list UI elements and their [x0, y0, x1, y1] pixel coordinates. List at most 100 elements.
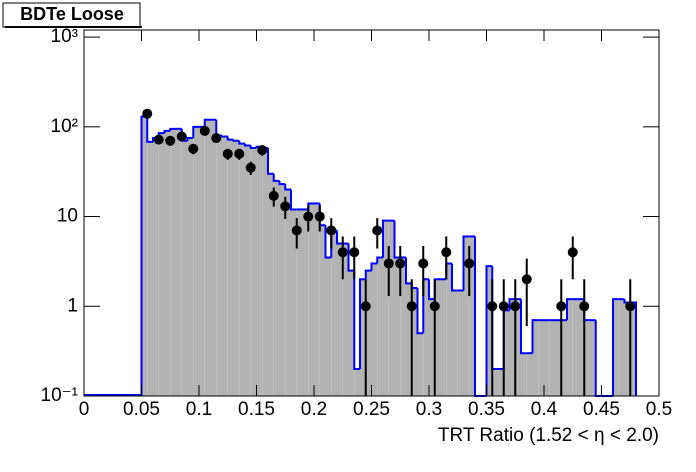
histogram-outline [359, 278, 366, 369]
data-point [567, 247, 578, 258]
data-point [326, 225, 337, 236]
data-point [406, 301, 417, 312]
histogram-bar [331, 230, 337, 396]
histogram-bar [526, 353, 533, 396]
histogram-outline [284, 184, 291, 191]
histogram-bar [170, 128, 176, 396]
histogram-outline [163, 129, 171, 134]
histogram-outline [347, 243, 355, 272]
data-point [222, 148, 233, 159]
histogram-bar [360, 279, 366, 396]
histogram-bar [256, 146, 263, 396]
histogram-bar [319, 225, 326, 396]
y-tick-label: 10³ [51, 26, 78, 47]
y-tick-label: 1 [67, 295, 78, 316]
histogram-bar [452, 290, 458, 396]
data-point [165, 135, 176, 146]
x-tick-label: 0.3 [416, 399, 442, 420]
histogram-bar [291, 209, 297, 396]
x-tick-label: 0.35 [468, 399, 505, 420]
data-point [579, 301, 590, 312]
histogram-outline [290, 189, 297, 211]
histogram-bar [193, 126, 199, 396]
x-tick-label: 0.45 [583, 399, 620, 420]
histogram-bar [446, 263, 452, 396]
x-tick-label: 0.15 [238, 399, 275, 420]
histogram-bar [285, 189, 291, 396]
histogram-bar [354, 368, 360, 396]
histogram-bar [153, 138, 159, 396]
chart-title: BDTe Loose [20, 4, 124, 24]
data-point [188, 143, 199, 154]
data-point [303, 211, 314, 222]
y-tick-label: 10⁻¹ [41, 385, 79, 406]
histogram-bar [199, 126, 205, 396]
histogram-bar [515, 299, 521, 396]
histogram-outline [336, 230, 343, 245]
histogram-outline [531, 319, 539, 354]
histogram-bar [434, 279, 441, 396]
histogram-outline [278, 180, 286, 186]
data-point [556, 301, 567, 312]
histogram-bar [440, 279, 447, 396]
histogram-bar [302, 209, 309, 396]
histogram-bar [561, 320, 567, 396]
title-box-shadow [5, 26, 142, 28]
histogram-outline [393, 220, 401, 259]
histogram-bar [216, 135, 222, 396]
histogram-bar [325, 257, 332, 396]
histogram-bar [423, 279, 429, 396]
histogram-outline [169, 127, 176, 131]
histogram-bar [308, 203, 314, 396]
histogram-bar [549, 320, 556, 396]
x-tick-label: 0.5 [646, 399, 672, 420]
histogram-outline [508, 298, 516, 311]
data-point [383, 258, 394, 269]
histogram-bar [486, 266, 493, 396]
histogram-bar [262, 148, 268, 396]
histogram-outline [376, 256, 383, 264]
data-point [142, 108, 153, 119]
histogram-bar [532, 320, 539, 396]
histogram-bar [268, 173, 274, 396]
histogram-outline [462, 235, 470, 291]
histogram-outline [146, 116, 153, 143]
histogram-bar [388, 220, 395, 396]
data-point [280, 201, 291, 212]
histogram-outline [416, 287, 424, 335]
histogram-bar [377, 257, 383, 396]
histogram-bar [624, 302, 631, 396]
data-point [441, 247, 452, 258]
histogram-outline [249, 145, 257, 150]
histogram-bar [400, 257, 406, 396]
histogram-bar [572, 299, 579, 396]
histogram-bar [538, 320, 544, 396]
histogram-bar [342, 243, 349, 396]
histogram-outline [520, 299, 527, 355]
data-point [176, 131, 187, 142]
histogram-outline [192, 125, 199, 139]
histogram-bar [164, 130, 171, 396]
histogram-outline [324, 225, 332, 259]
histogram-bar [176, 128, 182, 396]
histogram-bar [498, 368, 504, 396]
histogram-outline [612, 298, 619, 396]
histogram-bar [181, 140, 188, 396]
histogram-outline [203, 118, 211, 127]
histogram-bar [337, 243, 343, 396]
histogram-outline [244, 143, 251, 147]
histogram-bar [469, 236, 475, 396]
histogram-bar [630, 302, 636, 396]
data-point [268, 190, 279, 201]
histogram-bar [233, 140, 240, 396]
histogram-bar [365, 270, 372, 396]
histogram-bar [555, 320, 562, 396]
data-point [245, 162, 256, 173]
data-point [395, 258, 406, 269]
data-point [464, 258, 475, 269]
histogram-bar [239, 143, 245, 396]
data-point [372, 225, 383, 236]
data-point [234, 148, 245, 159]
x-tick-label: 0.05 [123, 399, 160, 420]
